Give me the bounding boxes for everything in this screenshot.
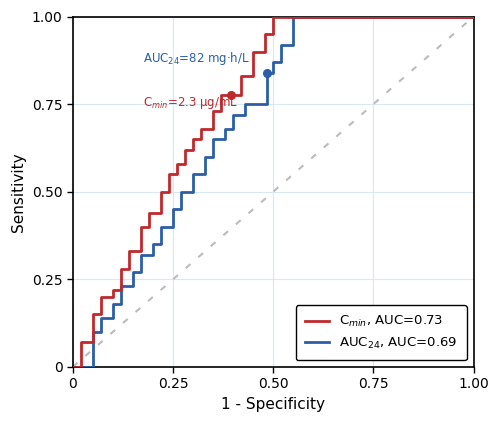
- X-axis label: 1 - Specificity: 1 - Specificity: [221, 397, 325, 412]
- Text: AUC$_{24}$=82 mg·h/L: AUC$_{24}$=82 mg·h/L: [143, 50, 250, 67]
- Y-axis label: Sensitivity: Sensitivity: [11, 152, 26, 231]
- Legend: C$_{min}$, AUC=0.73, AUC$_{24}$, AUC=0.69: C$_{min}$, AUC=0.73, AUC$_{24}$, AUC=0.6…: [296, 305, 467, 360]
- Text: C$_{min}$=2.3 μg/mL: C$_{min}$=2.3 μg/mL: [143, 96, 238, 111]
